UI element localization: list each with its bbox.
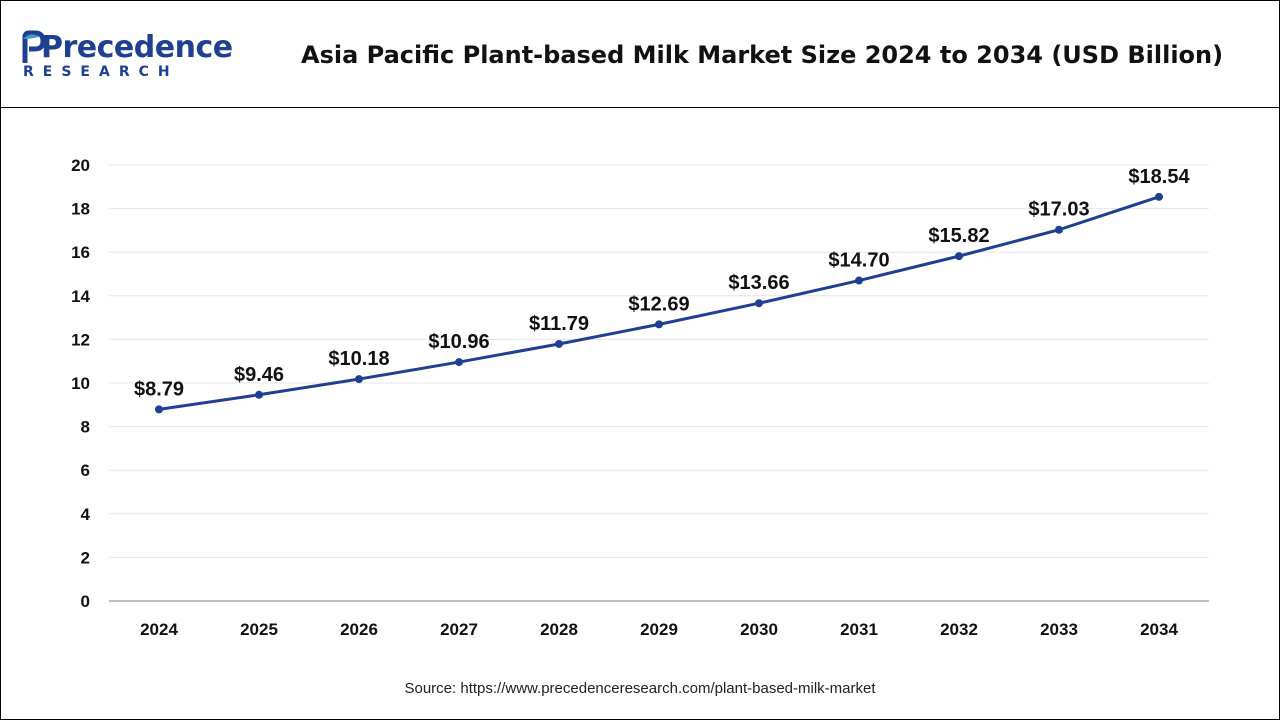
data-label: $9.46: [234, 364, 284, 386]
data-point: [155, 405, 163, 414]
data-label: $15.82: [928, 225, 989, 247]
x-tick-label: 2024: [140, 620, 178, 639]
y-tick-label: 2: [81, 548, 90, 567]
x-tick-label: 2030: [740, 620, 778, 639]
data-point: [655, 320, 663, 329]
data-label: $8.79: [134, 378, 184, 400]
x-tick-label: 2027: [440, 620, 478, 639]
x-tick-label: 2029: [640, 620, 678, 639]
data-point: [355, 375, 363, 384]
y-tick-label: 12: [71, 330, 90, 349]
header: Precedence RESEARCH Asia Pacific Plant-b…: [1, 1, 1279, 108]
y-tick-label: 8: [81, 418, 90, 437]
y-tick-label: 18: [71, 200, 90, 219]
data-point: [855, 276, 863, 285]
x-tick-label: 2034: [1140, 620, 1178, 639]
x-tick-label: 2032: [940, 620, 978, 639]
data-point: [455, 358, 463, 367]
brand-subtitle: RESEARCH: [23, 64, 179, 80]
data-label: $18.54: [1128, 166, 1190, 188]
gridlines: [109, 164, 1209, 602]
x-tick-label: 2026: [340, 620, 378, 639]
data-label: $10.96: [428, 331, 489, 353]
y-tick-label: 16: [71, 243, 90, 262]
data-point: [755, 299, 763, 308]
y-tick-label: 6: [81, 461, 90, 480]
data-label: $12.69: [628, 293, 689, 315]
brand-logo: Precedence RESEARCH: [21, 29, 233, 85]
y-tick-label: 4: [81, 505, 91, 524]
y-tick-label: 10: [71, 374, 90, 393]
data-labels: $8.79 $9.46 $10.18 $10.96 $11.79 $12.69 $13.66…: [134, 166, 1190, 401]
x-tick-label: 2031: [840, 620, 878, 639]
x-tick-label: 2028: [540, 620, 578, 639]
data-label: $14.70: [828, 250, 889, 272]
data-point: [1155, 192, 1163, 201]
y-tick-label: 14: [71, 287, 90, 306]
x-axis-ticks: 2024 2025 2026 2027 2028 2029 2030 2031 2032 2033…: [140, 620, 1178, 639]
data-label: $13.66: [728, 272, 789, 294]
x-tick-label: 2033: [1040, 620, 1078, 639]
chart-title: Asia Pacific Plant-based Milk Market Siz…: [301, 41, 1224, 69]
brand-name: Precedence: [41, 30, 233, 65]
data-label: $17.03: [1028, 199, 1089, 221]
y-axis-ticks: 0 2 4 6 8 10 12 14 16 18 20: [71, 156, 90, 611]
y-tick-label: 20: [71, 156, 90, 175]
data-label: $10.18: [328, 348, 389, 370]
source-note: Source: https://www.precedenceresearch.c…: [404, 680, 876, 697]
data-points: [155, 192, 1163, 414]
x-tick-label: 2025: [240, 620, 278, 639]
data-point: [1055, 225, 1063, 234]
data-point: [255, 390, 263, 399]
data-point: [555, 339, 563, 348]
data-point: [955, 252, 963, 261]
data-label: $11.79: [529, 313, 589, 335]
y-tick-label: 0: [81, 592, 90, 611]
leaf-logo-icon: [22, 30, 45, 63]
